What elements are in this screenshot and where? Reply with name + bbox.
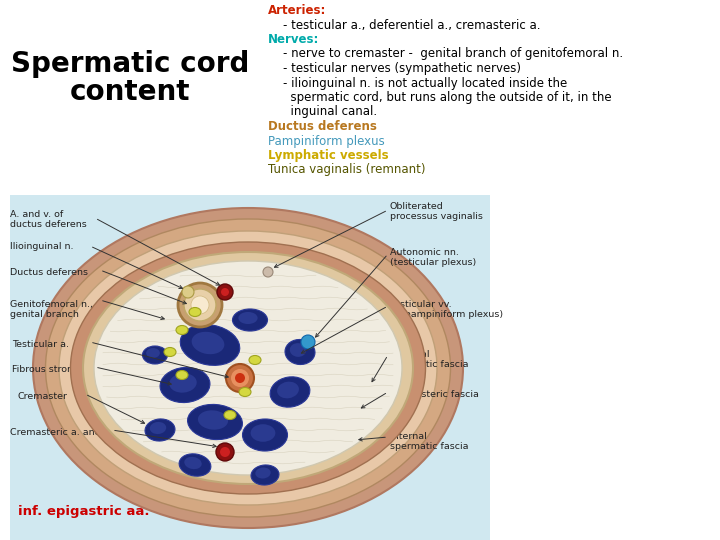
Ellipse shape (179, 454, 211, 476)
Bar (10, 195, 490, 540)
Text: Spermatic cord: Spermatic cord (11, 50, 249, 78)
Text: A. and v. of
ductus deferens: A. and v. of ductus deferens (10, 210, 86, 230)
Ellipse shape (180, 325, 240, 366)
Ellipse shape (169, 373, 197, 393)
Text: Pampiniform plexus: Pampiniform plexus (268, 134, 384, 147)
Text: Testicular vv.
(= pampiniform plexus): Testicular vv. (= pampiniform plexus) (390, 300, 503, 319)
Ellipse shape (239, 388, 251, 396)
Ellipse shape (146, 348, 160, 358)
Ellipse shape (243, 419, 287, 451)
Text: Obliterated
processus vaginalis: Obliterated processus vaginalis (390, 202, 483, 221)
Ellipse shape (277, 382, 299, 399)
Ellipse shape (188, 404, 243, 440)
Ellipse shape (251, 424, 275, 442)
Circle shape (191, 296, 209, 314)
Text: inguinal canal.: inguinal canal. (268, 105, 377, 118)
Circle shape (178, 283, 222, 327)
Ellipse shape (198, 410, 228, 430)
Ellipse shape (164, 348, 176, 356)
Circle shape (263, 267, 273, 277)
Ellipse shape (224, 410, 236, 420)
Circle shape (220, 447, 230, 457)
Ellipse shape (289, 343, 306, 357)
Circle shape (217, 284, 233, 300)
Text: - nerve to cremaster -  genital branch of genitofemoral n.: - nerve to cremaster - genital branch of… (268, 48, 623, 60)
Text: Cremaster: Cremaster (18, 392, 68, 401)
Circle shape (231, 369, 249, 387)
Ellipse shape (249, 355, 261, 364)
Ellipse shape (143, 346, 168, 364)
Ellipse shape (160, 367, 210, 402)
Text: Ductus deferens: Ductus deferens (10, 268, 88, 277)
Ellipse shape (71, 242, 426, 494)
Text: External
spermatic fascia: External spermatic fascia (390, 350, 469, 369)
Ellipse shape (33, 208, 463, 528)
Text: - ilioinguinal n. is not actually located inside the: - ilioinguinal n. is not actually locate… (268, 77, 567, 90)
Circle shape (216, 443, 234, 461)
Text: Fibrous stroma: Fibrous stroma (12, 365, 82, 374)
Ellipse shape (150, 422, 166, 434)
Circle shape (184, 289, 216, 321)
Text: inf. epigastric aa.: inf. epigastric aa. (18, 505, 150, 518)
Text: - testicular a., deferentiel a., cremasteric a.: - testicular a., deferentiel a., cremast… (268, 18, 541, 31)
Ellipse shape (233, 309, 268, 331)
Text: Ductus deferens: Ductus deferens (268, 120, 377, 133)
Text: Ilioinguinal n.: Ilioinguinal n. (10, 242, 73, 251)
Text: Lymphatic vessels: Lymphatic vessels (268, 149, 389, 162)
Ellipse shape (83, 252, 413, 484)
Ellipse shape (238, 312, 258, 324)
Text: Cremasteric fascia: Cremasteric fascia (390, 390, 479, 399)
Text: Nerves:: Nerves: (268, 33, 320, 46)
Ellipse shape (270, 377, 310, 407)
Circle shape (226, 364, 254, 392)
Text: Arteries:: Arteries: (268, 4, 326, 17)
Ellipse shape (176, 326, 188, 334)
Circle shape (182, 286, 194, 298)
Ellipse shape (251, 465, 279, 485)
Text: content: content (70, 78, 190, 106)
Ellipse shape (176, 370, 188, 380)
Circle shape (235, 373, 245, 383)
Ellipse shape (59, 231, 437, 505)
Circle shape (301, 335, 315, 349)
Text: spermatic cord, but runs along the outside of it, in the: spermatic cord, but runs along the outsi… (268, 91, 611, 104)
Text: Testicular a.: Testicular a. (12, 340, 69, 349)
Ellipse shape (184, 457, 202, 469)
Ellipse shape (192, 332, 225, 354)
Text: Cremasteric a. and v.: Cremasteric a. and v. (10, 428, 112, 437)
Ellipse shape (189, 307, 201, 316)
Text: - testicular nerves (sympathetic nerves): - testicular nerves (sympathetic nerves) (268, 62, 521, 75)
Text: Tunica vaginalis (remnant): Tunica vaginalis (remnant) (268, 164, 426, 177)
Text: Genitofemoral n.,
genital branch: Genitofemoral n., genital branch (10, 300, 93, 319)
Ellipse shape (285, 340, 315, 365)
Ellipse shape (45, 219, 451, 517)
Circle shape (221, 288, 229, 296)
Text: Autonomic nn.
(testicular plexus): Autonomic nn. (testicular plexus) (390, 248, 476, 267)
Ellipse shape (94, 261, 402, 475)
Text: Internal
spermatic fascia: Internal spermatic fascia (390, 432, 469, 451)
Ellipse shape (145, 419, 175, 441)
Ellipse shape (256, 468, 271, 478)
